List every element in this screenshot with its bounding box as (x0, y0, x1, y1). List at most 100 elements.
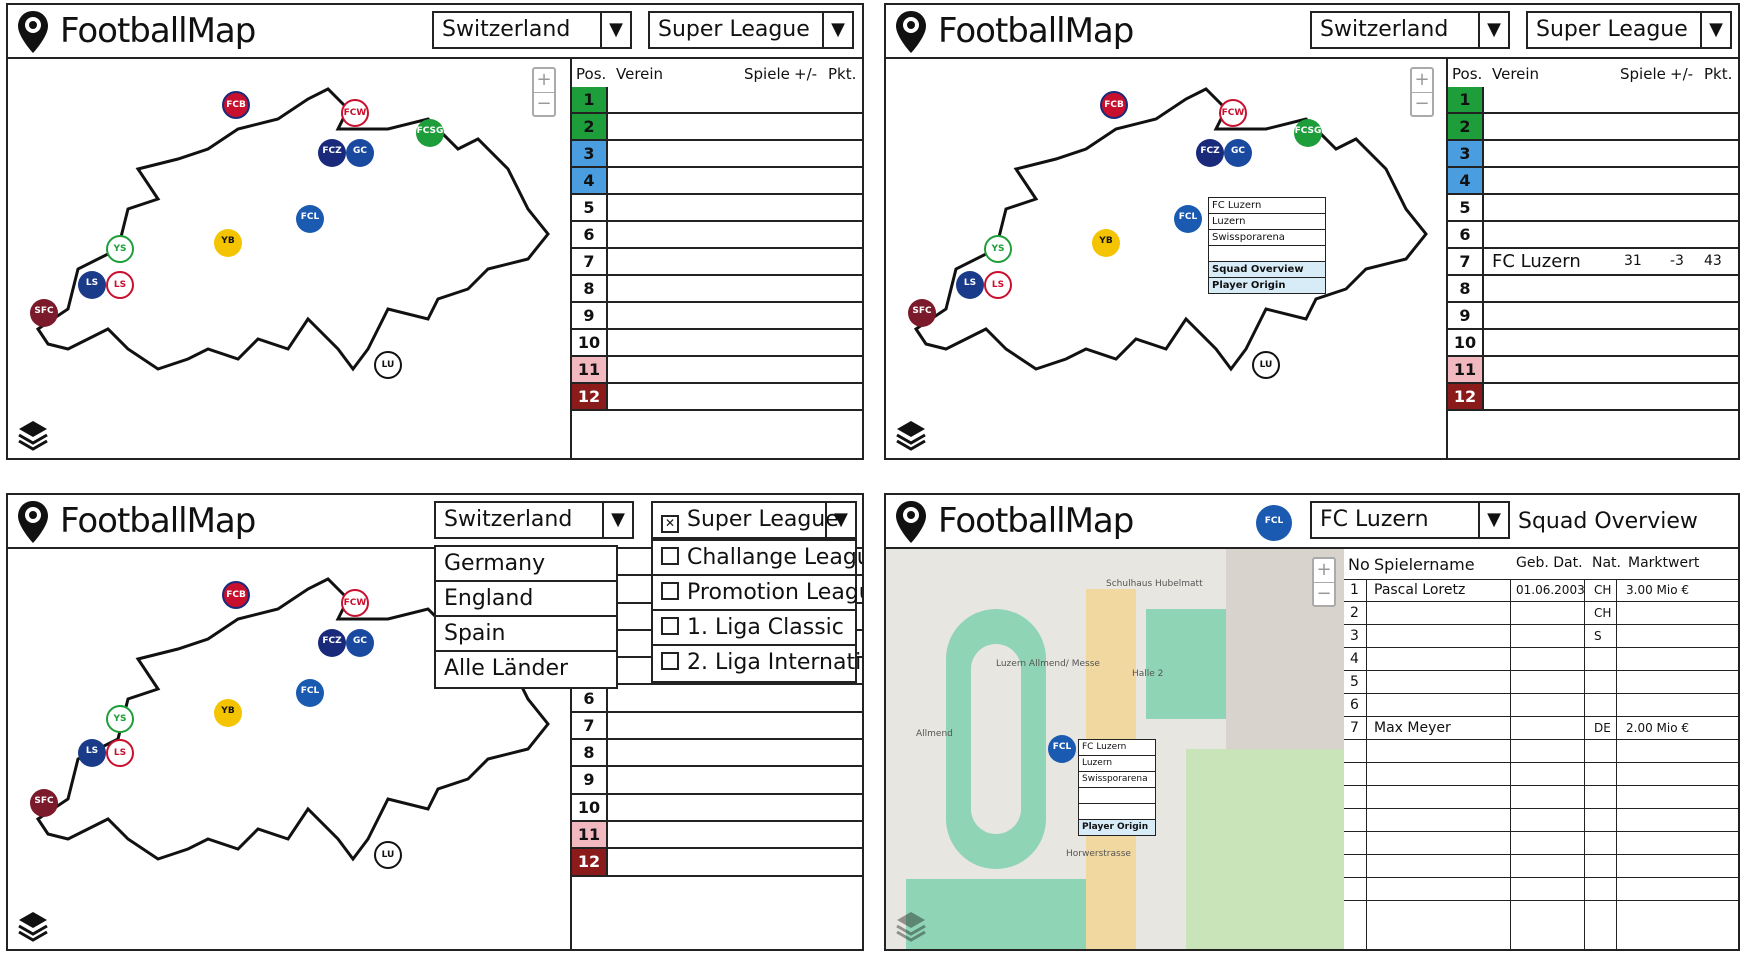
zoom-in-icon[interactable]: + (1412, 69, 1432, 93)
zoom-in-icon[interactable]: + (534, 69, 554, 93)
chevron-down-icon[interactable]: ▼ (1478, 503, 1508, 537)
club-crest-icon[interactable]: LS (78, 739, 106, 767)
club-crest-icon[interactable]: YB (1092, 229, 1120, 257)
country-option[interactable]: Spain (436, 617, 616, 652)
table-row[interactable]: 6 (572, 222, 862, 249)
chevron-down-icon[interactable]: ▼ (602, 503, 632, 537)
club-crest-icon[interactable]: LS (106, 739, 134, 767)
club-crest-icon[interactable]: SFC (908, 299, 936, 327)
table-row[interactable]: 8 (1448, 276, 1738, 303)
club-crest-icon[interactable]: FCB (222, 581, 250, 609)
club-crest-icon[interactable]: FCL (296, 679, 324, 707)
table-row[interactable]: 4 (1448, 168, 1738, 195)
table-row[interactable]: 1 Pascal Loretz 01.06.2003 CH 3.00 Mio € (1344, 579, 1738, 602)
country-option[interactable]: England (436, 582, 616, 617)
chevron-down-icon[interactable]: ▼ (1700, 13, 1730, 47)
street-map[interactable]: Luzern Allmend/ Messe Halle 2 Schulhaus … (886, 549, 1344, 949)
table-row[interactable]: 12 (572, 384, 862, 411)
table-row[interactable]: 10 (572, 794, 862, 822)
table-row[interactable]: 12 (572, 849, 862, 877)
club-crest-icon[interactable]: YS (106, 705, 134, 733)
table-row[interactable]: 9 (572, 303, 862, 330)
table-row[interactable] (1344, 878, 1738, 901)
table-row[interactable]: 10 (1448, 330, 1738, 357)
zoom-out-icon[interactable]: − (1316, 583, 1332, 604)
switzerland-map[interactable]: FCB FCW FCSG FCZ GC FCL FC Luzern Luzern… (886, 59, 1446, 458)
club-crest-icon[interactable]: GC (346, 139, 374, 167)
table-row[interactable]: 8 (572, 276, 862, 303)
club-crest-icon[interactable]: LS (984, 271, 1012, 299)
country-dropdown[interactable]: Switzerland ▼ (1310, 11, 1510, 49)
layers-icon[interactable] (16, 909, 50, 943)
table-row[interactable]: 3 (1448, 141, 1738, 168)
checkbox-icon[interactable] (661, 582, 679, 600)
league-dropdown[interactable]: Super League ▼ (648, 11, 854, 49)
club-crest-icon[interactable]: FCSG (416, 119, 444, 147)
club-crest-icon[interactable]: FCL (1048, 735, 1076, 763)
club-crest-icon[interactable]: LS (956, 271, 984, 299)
table-row[interactable] (1344, 855, 1738, 878)
club-crest-icon[interactable]: FCB (1100, 91, 1128, 119)
league-option[interactable]: 2. Liga International (653, 646, 862, 681)
table-row[interactable]: 4 (1344, 648, 1738, 671)
league-option[interactable]: Challange League (653, 541, 862, 576)
club-crest-icon[interactable]: YS (106, 235, 134, 263)
club-crest-icon[interactable]: FCB (222, 91, 250, 119)
zoom-control[interactable]: + − (532, 67, 556, 117)
table-row[interactable]: 6 (1448, 222, 1738, 249)
table-row[interactable]: 7 Max Meyer DE 2.00 Mio € (1344, 717, 1738, 740)
chevron-down-icon[interactable]: ▼ (822, 13, 852, 47)
club-crest-icon[interactable]: GC (1224, 139, 1252, 167)
league-dropdown[interactable]: Super League ▼ (1526, 11, 1732, 49)
club-crest-icon[interactable]: GC (346, 629, 374, 657)
club-crest-icon[interactable]: FCW (1219, 99, 1247, 127)
zoom-out-icon[interactable]: − (1414, 93, 1430, 114)
zoom-out-icon[interactable]: − (536, 93, 552, 114)
club-crest-icon[interactable]: SFC (30, 789, 58, 817)
table-row[interactable]: 11 (572, 357, 862, 384)
player-origin-button[interactable]: Player Origin (1209, 278, 1325, 293)
chevron-down-icon[interactable]: ▼ (600, 13, 630, 47)
table-row[interactable]: 4 (572, 168, 862, 195)
table-row[interactable]: 3 (572, 141, 862, 168)
country-option[interactable]: Germany (436, 547, 616, 582)
club-crest-icon[interactable]: YS (984, 235, 1012, 263)
club-crest-icon[interactable]: FCZ (1196, 139, 1224, 167)
club-crest-icon[interactable]: FCL (1174, 205, 1202, 233)
table-row[interactable]: 10 (572, 330, 862, 357)
table-row[interactable]: 9 (1448, 303, 1738, 330)
zoom-control[interactable]: + − (1410, 67, 1434, 117)
club-crest-icon[interactable]: FCZ (318, 629, 346, 657)
club-dropdown[interactable]: FC Luzern ▼ (1310, 501, 1510, 539)
table-row[interactable]: 2 (1448, 114, 1738, 141)
checkbox-icon[interactable] (661, 547, 679, 565)
club-crest-icon[interactable]: FCSG (1294, 119, 1322, 147)
layers-icon[interactable] (894, 909, 928, 943)
club-crest-icon[interactable]: SFC (30, 299, 58, 327)
table-row[interactable]: 8 (572, 740, 862, 768)
chevron-down-icon[interactable]: ▼ (825, 503, 855, 537)
table-row[interactable]: 11 (572, 822, 862, 850)
player-origin-button[interactable]: Player Origin (1079, 820, 1155, 835)
table-row[interactable]: 1 (1448, 87, 1738, 114)
layers-icon[interactable] (16, 418, 50, 452)
table-row[interactable]: 2 CH (1344, 602, 1738, 625)
table-row[interactable]: 11 (1448, 357, 1738, 384)
table-row[interactable]: 9 (572, 767, 862, 795)
table-row[interactable]: 6 (572, 685, 862, 713)
table-row[interactable] (1344, 832, 1738, 855)
table-row[interactable]: 12 (1448, 384, 1738, 411)
league-option[interactable]: Promotion League (653, 576, 862, 611)
switzerland-map[interactable]: FCB FCW FCSG FCZ GC FCL YB YS LS LS SFC … (8, 59, 570, 458)
league-dropdown[interactable]: ✕ Super League ▼ (651, 501, 857, 539)
club-crest-icon[interactable]: LU (374, 841, 402, 869)
table-row[interactable]: 1 (572, 87, 862, 114)
checkbox-checked-icon[interactable]: ✕ (661, 515, 679, 533)
table-row[interactable] (1344, 740, 1738, 763)
club-crest-icon[interactable]: FCW (341, 99, 369, 127)
zoom-in-icon[interactable]: + (1314, 559, 1334, 583)
club-crest-icon[interactable]: YB (214, 229, 242, 257)
country-option[interactable]: Alle Länder (444, 656, 569, 681)
table-row[interactable]: 7 (572, 249, 862, 276)
